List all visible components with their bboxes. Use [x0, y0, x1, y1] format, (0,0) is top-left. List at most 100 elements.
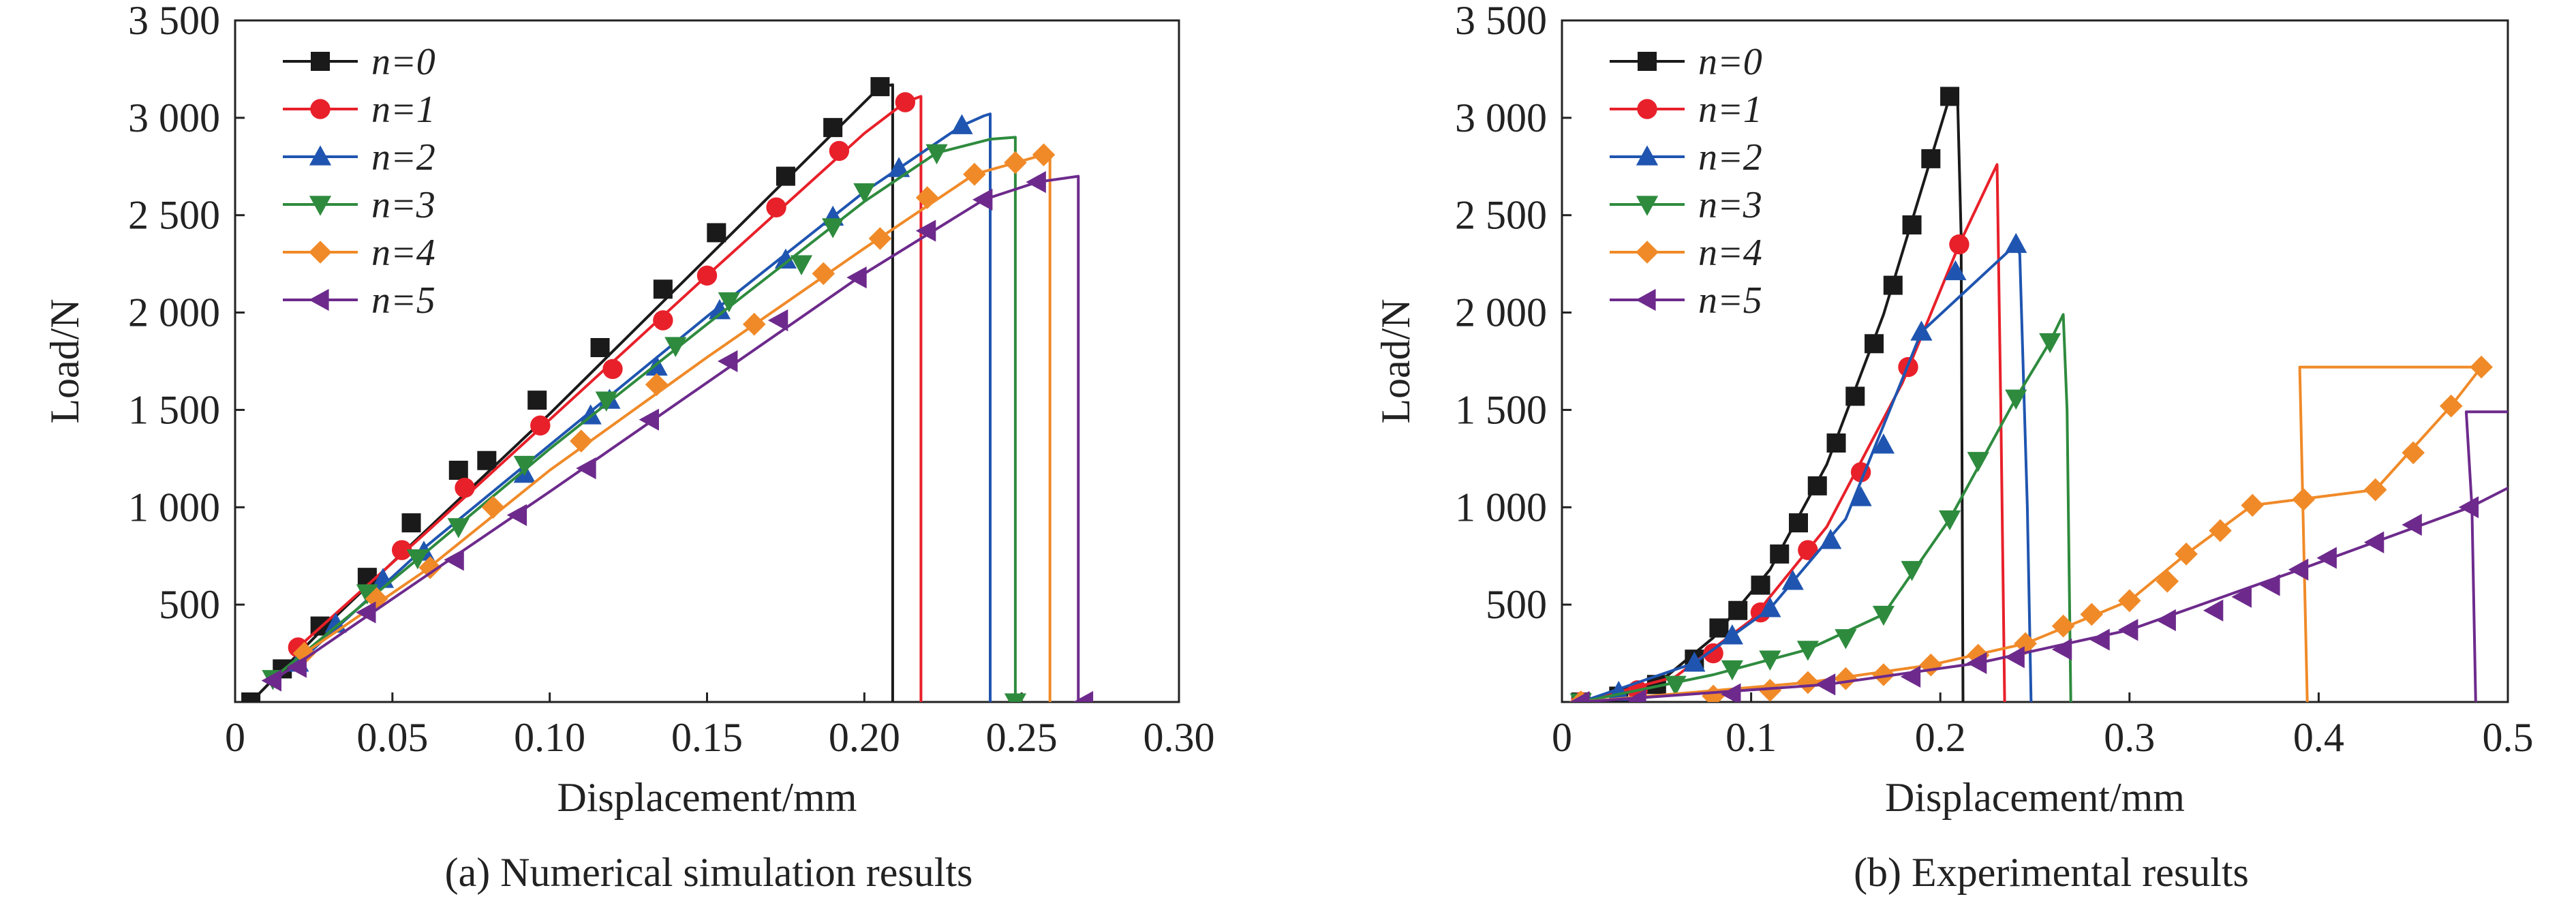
- data-point: [241, 692, 261, 702]
- data-point: [2260, 574, 2280, 596]
- data-point: [718, 350, 738, 373]
- data-point: [1901, 561, 1923, 581]
- data-point: [2506, 488, 2508, 491]
- y-tick-label: 2 000: [128, 290, 220, 335]
- data-point: [1919, 653, 1943, 677]
- legend-marker: [309, 241, 332, 264]
- data-point: [1966, 643, 1990, 667]
- data-point: [846, 266, 867, 289]
- x-axis-title: Displacement/mm: [557, 775, 857, 820]
- data-point: [1944, 260, 1967, 281]
- data-point: [1032, 143, 1056, 166]
- legend-label: n=4: [371, 232, 435, 274]
- data-point: [2118, 589, 2141, 613]
- data-point: [696, 265, 718, 286]
- legend-label: n=0: [1698, 41, 1762, 83]
- data-point: [915, 219, 936, 242]
- data-point: [1865, 334, 1884, 354]
- data-point: [1938, 510, 1961, 531]
- data-point: [1826, 433, 1846, 453]
- legend-marker: [1637, 99, 1657, 119]
- plot-area: [1569, 87, 2508, 702]
- plot-frame: [1561, 19, 2509, 703]
- y-axis-title: Load/N: [1373, 299, 1418, 423]
- data-point: [653, 310, 673, 331]
- data-point: [888, 157, 910, 177]
- legend-marker: [1636, 241, 1659, 264]
- data-point: [868, 227, 892, 250]
- data-point: [2458, 496, 2479, 519]
- data-point: [1758, 679, 1782, 702]
- data-point: [1872, 433, 1895, 454]
- data-point: [1796, 671, 1820, 694]
- legend-label: n=4: [1698, 232, 1762, 274]
- data-point: [776, 166, 795, 186]
- series-line: [249, 83, 894, 702]
- y-tick-label: 1 500: [1455, 387, 1547, 432]
- data-point: [2051, 638, 2072, 660]
- data-point: [1796, 641, 1819, 661]
- data-point: [506, 504, 527, 526]
- data-point: [356, 601, 376, 624]
- plot-area: [241, 77, 1094, 702]
- legend-marker: [1636, 288, 1656, 311]
- y-tick-label: 500: [1486, 582, 1547, 627]
- data-point: [1709, 618, 1729, 638]
- data-point: [1967, 452, 1989, 472]
- data-point: [1820, 529, 1842, 549]
- data-point: [972, 188, 993, 211]
- data-point: [1759, 597, 1781, 617]
- data-point: [767, 309, 788, 332]
- data-point: [1902, 215, 1922, 234]
- data-point: [2118, 619, 2138, 641]
- data-point: [365, 587, 388, 611]
- y-tick-label: 3 000: [1455, 95, 1547, 140]
- data-point: [1850, 486, 1872, 506]
- series-5: [1569, 410, 2508, 702]
- data-point: [1721, 660, 1743, 681]
- data-point: [2156, 609, 2176, 632]
- data-point: [1966, 652, 1987, 674]
- data-point: [639, 408, 659, 431]
- data-point: [2051, 614, 2075, 638]
- data-point: [1721, 683, 1741, 702]
- data-point: [1910, 320, 1933, 341]
- data-point: [664, 337, 687, 357]
- data-point: [1798, 540, 1818, 560]
- series-1: [288, 92, 923, 702]
- data-point: [718, 292, 740, 313]
- data-point: [455, 478, 475, 498]
- data-point: [1004, 151, 1027, 174]
- data-point: [829, 140, 850, 162]
- data-point: [477, 450, 497, 470]
- x-tick-label: 0.4: [2293, 715, 2344, 760]
- legend-label: n=5: [1698, 279, 1762, 322]
- y-tick-label: 1 000: [1455, 485, 1547, 530]
- legend-label: n=2: [371, 136, 435, 179]
- series-3: [1569, 313, 2072, 702]
- data-point: [1770, 544, 1790, 564]
- experiment-panel: 0 0.1 0.2 0.3 0.4 0.5 3 500 3 000 2 500 2 000 1 50…: [1373, 0, 2534, 820]
- data-point: [1751, 575, 1770, 595]
- data-point: [707, 223, 726, 243]
- data-point: [812, 262, 835, 286]
- data-point: [1949, 234, 1969, 255]
- data-point: [915, 186, 939, 209]
- y-tick-label: 2 500: [1455, 193, 1547, 238]
- simulation-panel: 0 0.05 0.10 0.15 0.20 0.25 0.30 3 500 3 000 2 500…: [42, 0, 1215, 820]
- data-point: [570, 429, 593, 453]
- data-point: [576, 457, 596, 480]
- y-tick-label: 500: [159, 582, 220, 627]
- x-tick-label: 0.5: [2483, 715, 2534, 760]
- series-5: [261, 171, 1094, 702]
- data-point: [595, 391, 617, 412]
- data-point: [1781, 570, 1804, 590]
- data-point: [1683, 652, 1706, 672]
- data-point: [2439, 394, 2463, 418]
- data-point: [1721, 624, 1743, 645]
- legend-marker: [311, 52, 330, 71]
- data-point: [1664, 675, 1687, 697]
- x-tick-label: 0.30: [1144, 715, 1215, 760]
- data-point: [406, 549, 429, 570]
